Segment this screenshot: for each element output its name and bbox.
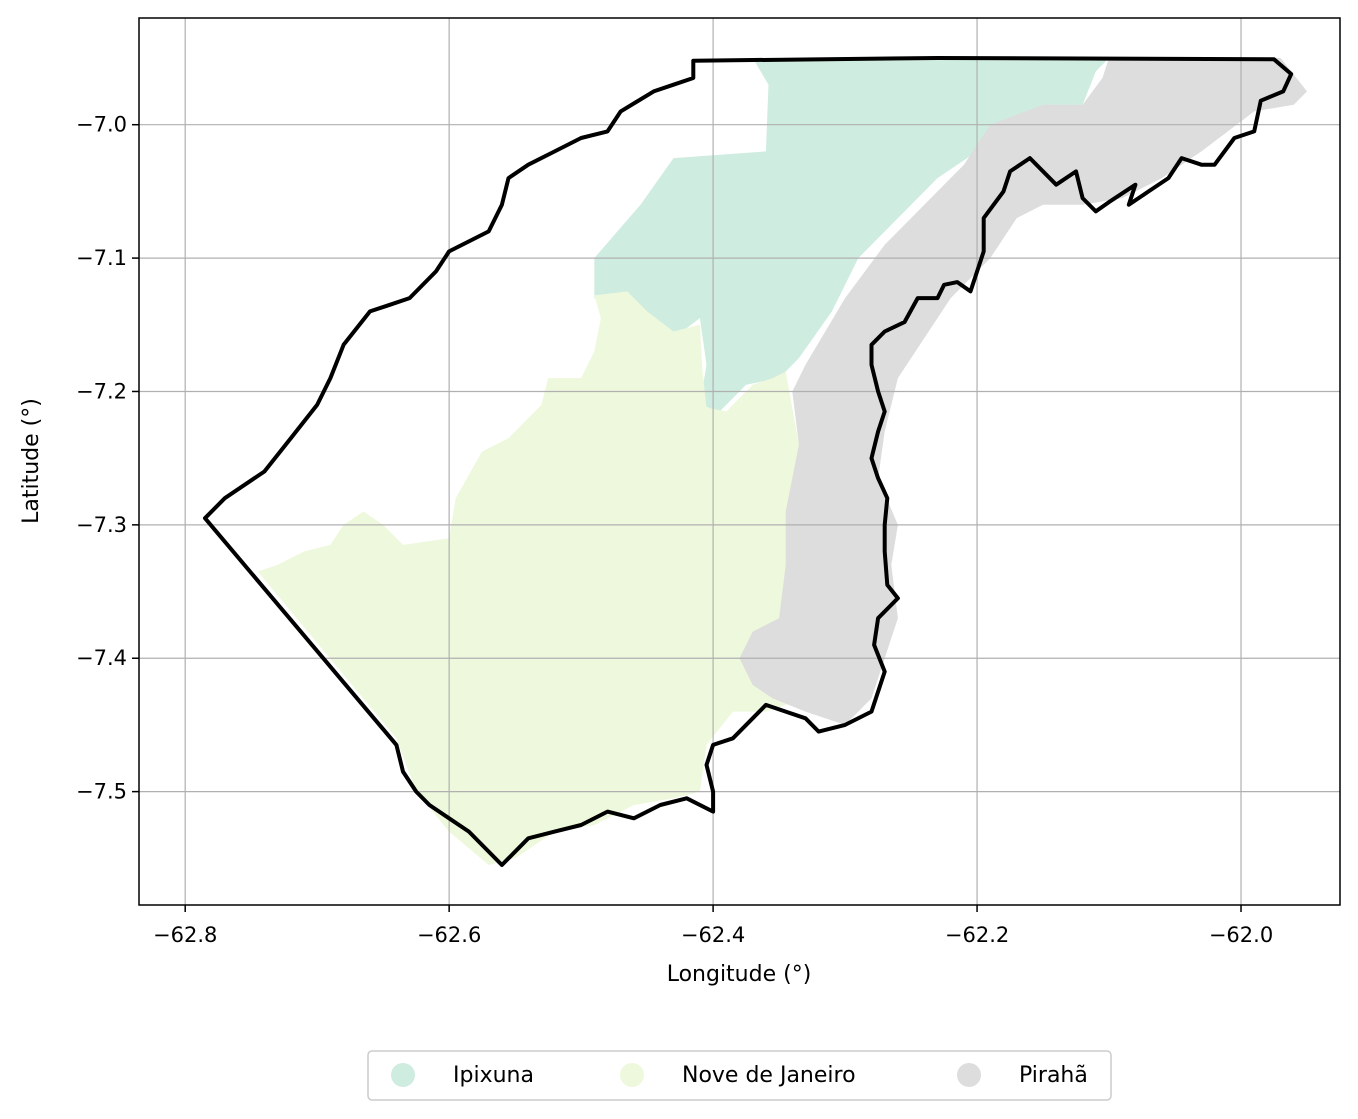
legend-box	[367, 1050, 1112, 1101]
legend-entries: Ipixuna Nove de Janeiro Pirahã	[391, 1063, 1088, 1088]
legend-marker-piraha	[957, 1063, 981, 1087]
x-axis-label: Longitude (°)	[667, 962, 812, 987]
legend-label-piraha: Pirahã	[1019, 1063, 1088, 1088]
y-axis-ticks: −7.0 −7.1 −7.2 −7.3 −7.4 −7.5	[76, 113, 139, 804]
municipality-boundary	[203, 56, 1294, 867]
y-tick-label: −7.0	[76, 113, 127, 137]
legend: Ipixuna Nove de Janeiro Pirahã	[367, 1050, 1112, 1101]
x-tick-label: −62.4	[681, 923, 745, 947]
x-tick-label: −62.2	[945, 923, 1009, 947]
region-piraha	[739, 58, 1307, 725]
legend-label-ipixuna: Ipixuna	[453, 1063, 534, 1088]
x-tick-label: −62.0	[1209, 923, 1273, 947]
y-axis-label: Latitude (°)	[19, 398, 44, 524]
grid	[139, 18, 1340, 905]
y-tick-label: −7.2	[76, 379, 127, 403]
y-tick-label: −7.3	[76, 513, 127, 537]
x-tick-label: −62.6	[417, 923, 481, 947]
y-tick-label: −7.4	[76, 646, 127, 670]
x-axis-ticks: −62.8 −62.6 −62.4 −62.2 −62.0	[153, 905, 1273, 947]
region-nove-de-janeiro	[257, 291, 826, 865]
legend-marker-ipixuna	[391, 1063, 415, 1087]
plot-frame	[138, 17, 1341, 906]
y-tick-label: −7.5	[76, 780, 127, 804]
boundary-outline	[203, 56, 1294, 867]
x-tick-label: −62.8	[153, 923, 217, 947]
legend-marker-nove-de-janeiro	[620, 1063, 644, 1087]
territory-regions	[257, 58, 1307, 865]
legend-label-nove-de-janeiro: Nove de Janeiro	[682, 1063, 856, 1088]
y-tick-label: −7.1	[76, 246, 127, 270]
